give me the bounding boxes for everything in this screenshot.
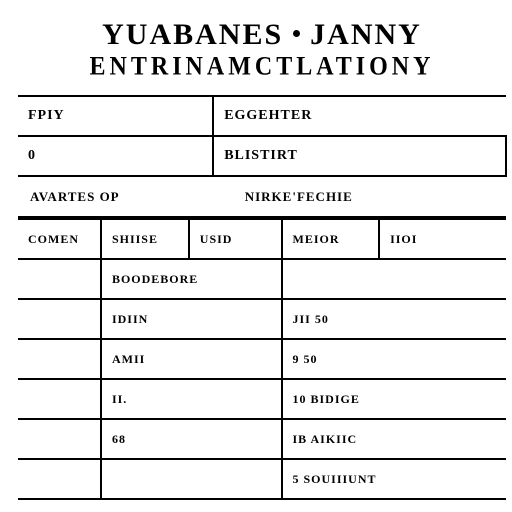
- cell: [282, 259, 507, 299]
- title-left: YUABANES: [102, 18, 283, 52]
- cell-950: 9 50: [282, 339, 507, 379]
- cell: [18, 259, 101, 299]
- head-meior: MEIOR: [282, 219, 380, 259]
- separator-dot: [293, 30, 300, 37]
- upper-table: FPIY EGGEHTER 0 BLISTIRT LEATTHI: [18, 95, 506, 177]
- cell-fpiy: FPIY: [18, 96, 213, 136]
- section-right: NIRKE'FECHIE: [233, 177, 506, 217]
- table-row: COMEN SHIISE USID MEIOR IIOI: [18, 219, 506, 259]
- table-row: FPIY EGGEHTER: [18, 96, 506, 136]
- cell: [18, 419, 101, 459]
- lower-table: COMEN SHIISE USID MEIOR IIOI BOODEBORE I…: [18, 218, 506, 500]
- table-row: 0 BLISTIRT LEATTHI: [18, 136, 506, 176]
- cell-jii50: JII 50: [282, 299, 507, 339]
- title-line: YUABANES JANNY: [18, 18, 506, 52]
- table-row: AMII 9 50: [18, 339, 506, 379]
- cell: [18, 379, 101, 419]
- cell: [18, 459, 101, 499]
- cell-zero: 0: [18, 136, 213, 176]
- table-row: AVARTES OP NIRKE'FECHIE: [18, 177, 506, 217]
- cell: [18, 299, 101, 339]
- table-row: 5 SOUIIIUNT: [18, 459, 506, 499]
- head-usid: USID: [189, 219, 282, 259]
- section-table: AVARTES OP NIRKE'FECHIE: [18, 177, 506, 218]
- head-comen: COMEN: [18, 219, 101, 259]
- cell-bidige: 10 BIDIGE: [282, 379, 507, 419]
- cell-idiin: IDIIN: [101, 299, 282, 339]
- section-left: AVARTES OP: [18, 177, 233, 217]
- title-right: JANNY: [310, 18, 422, 52]
- table-row: IDIIN JII 50: [18, 299, 506, 339]
- cell-68: 68: [101, 419, 282, 459]
- head-iioi: IIOI: [379, 219, 506, 259]
- cell-aikiic: IB AIKIIC: [282, 419, 507, 459]
- cell: [18, 339, 101, 379]
- cell-eggehter: EGGEHTER: [213, 96, 506, 136]
- subtitle: ENTRINAMCTLATIONY: [18, 53, 506, 83]
- cell-amii: AMII: [101, 339, 282, 379]
- cell-ii: II.: [101, 379, 282, 419]
- cell-souiiiunt: 5 SOUIIIUNT: [282, 459, 507, 499]
- table-row: BOODEBORE: [18, 259, 506, 299]
- table-row: 68 IB AIKIIC: [18, 419, 506, 459]
- cell-blistirt: BLISTIRT: [213, 136, 506, 176]
- head-shiise: SHIISE: [101, 219, 189, 259]
- cell-boodebore: BOODEBORE: [101, 259, 282, 299]
- title-block: YUABANES JANNY ENTRINAMCTLATIONY: [18, 18, 506, 81]
- cell: [101, 459, 282, 499]
- table-row: II. 10 BIDIGE: [18, 379, 506, 419]
